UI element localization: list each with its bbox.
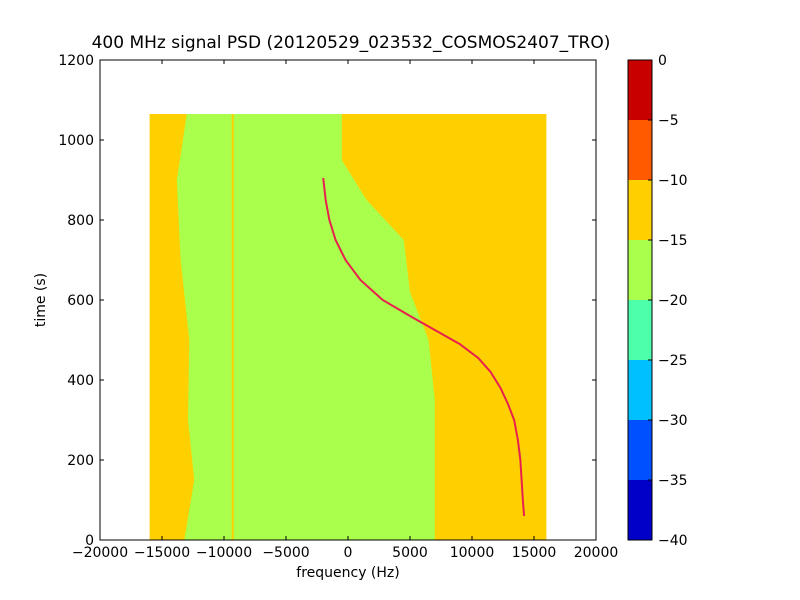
signal-trace: [322, 177, 526, 517]
colorbar-tick-label: −30: [658, 413, 688, 429]
x-tick-label: 10000: [450, 545, 495, 561]
y-tick-label: 0: [85, 533, 94, 549]
colorbar-tick-label: −15: [658, 233, 688, 249]
chart-title: 400 MHz signal PSD (20120529_023532_COSM…: [92, 33, 611, 53]
colorbar-tick-label: −35: [658, 473, 688, 489]
colorbar-band: [628, 120, 652, 180]
x-tick-label: −15000: [134, 545, 190, 561]
x-tick-label: −5000: [262, 545, 309, 561]
y-tick-label: 1000: [58, 133, 94, 149]
plot-area: [149, 114, 547, 540]
colorbar-tick-label: −40: [658, 533, 688, 549]
colorbar-tick-label: −20: [658, 293, 688, 309]
x-tick-label: −10000: [196, 545, 252, 561]
y-tick-label: 800: [67, 213, 94, 229]
colorbar: 0 −5 −10 −15 −20 −25 −30 −35 −40: [627, 53, 688, 549]
x-tick-label: 0: [344, 545, 353, 561]
colorbar-band: [628, 240, 652, 300]
colorbar-band: [628, 60, 652, 120]
colorbar-tick-label: −25: [658, 353, 688, 369]
x-axis-label: frequency (Hz): [296, 565, 399, 581]
x-tick-label: 5000: [392, 545, 428, 561]
y-tick-label: 1200: [58, 53, 94, 69]
y-axis: 0 200 400 600 800 1000 1200: [58, 53, 596, 549]
x-axis: −20000 −15000 −10000 −5000 0 5000 10000 15000 20…: [72, 60, 618, 561]
colorbar-band: [628, 420, 652, 480]
y-tick-label: 200: [67, 453, 94, 469]
y-axis-label: time (s): [33, 273, 49, 327]
colorbar-tick-label: 0: [658, 53, 667, 69]
y-tick-label: 600: [67, 293, 94, 309]
colorbar-tick-label: −10: [658, 173, 688, 189]
heatmap-passband: [176, 114, 435, 540]
x-tick-label: 20000: [574, 545, 619, 561]
colorbar-band: [628, 480, 652, 540]
x-tick-label: 15000: [512, 545, 557, 561]
colorbar-tick-label: −5: [658, 113, 679, 129]
colorbar-band: [628, 360, 652, 420]
colorbar-band: [628, 300, 652, 360]
colorbar-band: [628, 180, 652, 240]
x-tick-label: −20000: [72, 545, 128, 561]
y-tick-label: 400: [67, 373, 94, 389]
